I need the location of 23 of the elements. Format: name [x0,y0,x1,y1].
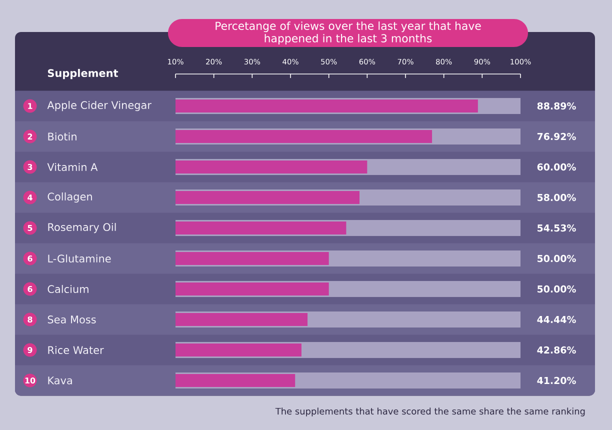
y-tick-label: Kava [48,376,72,384]
y-tick-label: Biotin [48,132,76,141]
y-tick-label: Collagen [48,192,92,203]
data-label: 54.53% [538,224,576,232]
y-tick-label: Rosemary Oil [48,222,116,234]
data-label: 50.00% [538,285,576,293]
data-label: 50.00% [538,254,576,262]
data-label: 58.00% [538,194,576,202]
data-label: 88.89% [537,102,576,110]
data-label: 41.20% [537,376,576,384]
text: The supplements that have scored the same share the same ranking [275,408,585,416]
chart-title: Percetange of views over the last year that have happened in the last 3 months [216,21,481,45]
y-tick-label: Apple Cider Vinegar [47,100,152,112]
data-label: 42.86% [537,346,576,354]
data-label: 60.00% [537,163,576,171]
y-tick-label: Rice Water [48,346,104,354]
data-label: 44.44% [537,316,576,324]
y-tick-label: Calcium [48,284,88,294]
y-tick-label: Vitamin A [47,162,98,172]
y-tick-label: Sea Moss [48,316,96,324]
y-tick-label: L-Glutamine [48,254,111,263]
y-axis-title: Supplement [48,68,118,80]
data-label: 76.92% [537,132,576,140]
